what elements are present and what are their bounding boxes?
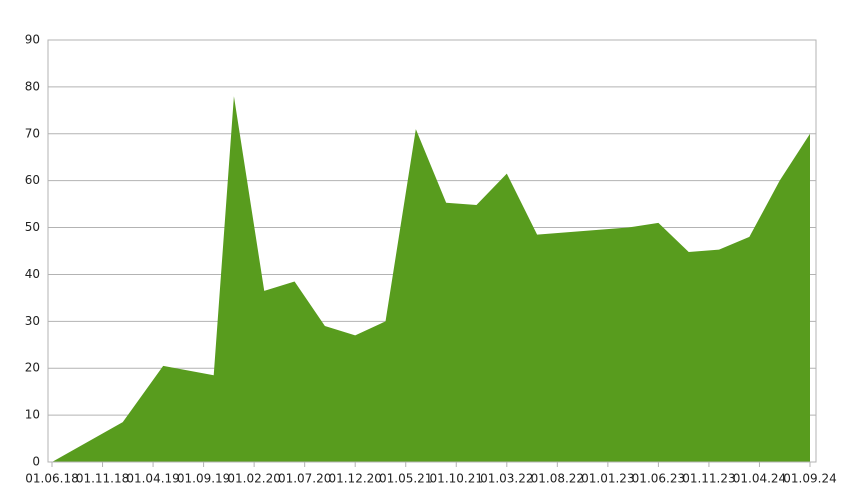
x-tick-label: 01.02.20: [227, 472, 280, 486]
x-tick-label: 01.05.21: [379, 472, 432, 486]
y-tick-label: 40: [25, 267, 40, 281]
y-tick-label: 30: [25, 314, 40, 328]
x-tick-label: 01.07.20: [278, 472, 331, 486]
y-tick-label: 0: [32, 455, 40, 469]
x-tick-label: 01.03.22: [480, 472, 533, 486]
y-tick-label: 90: [25, 33, 40, 47]
x-tick-label: 01.01.23: [581, 472, 634, 486]
y-tick-label: 70: [25, 126, 40, 140]
x-tick-label: 01.11.18: [76, 472, 129, 486]
area: [52, 96, 810, 463]
x-tick-label: 01.04.24: [733, 472, 786, 486]
x-tick-label: 01.11.23: [682, 472, 735, 486]
x-tick-label: 01.06.23: [632, 472, 685, 486]
x-tick-label: 01.12.20: [328, 472, 381, 486]
y-tick-label: 20: [25, 361, 40, 375]
x-tick-label: 01.08.22: [531, 472, 584, 486]
y-tick-label: 80: [25, 79, 40, 93]
x-tick-label: 01.09.19: [177, 472, 230, 486]
y-tick-label: 50: [25, 220, 40, 234]
y-tick-label: 60: [25, 173, 40, 187]
x-tick-label: 01.04.19: [126, 472, 179, 486]
x-tick-label: 01.10.21: [430, 472, 483, 486]
x-tick-label: 01.09.24: [783, 472, 836, 486]
y-tick-label: 10: [25, 408, 40, 422]
x-tick-label: 01.06.18: [25, 472, 78, 486]
